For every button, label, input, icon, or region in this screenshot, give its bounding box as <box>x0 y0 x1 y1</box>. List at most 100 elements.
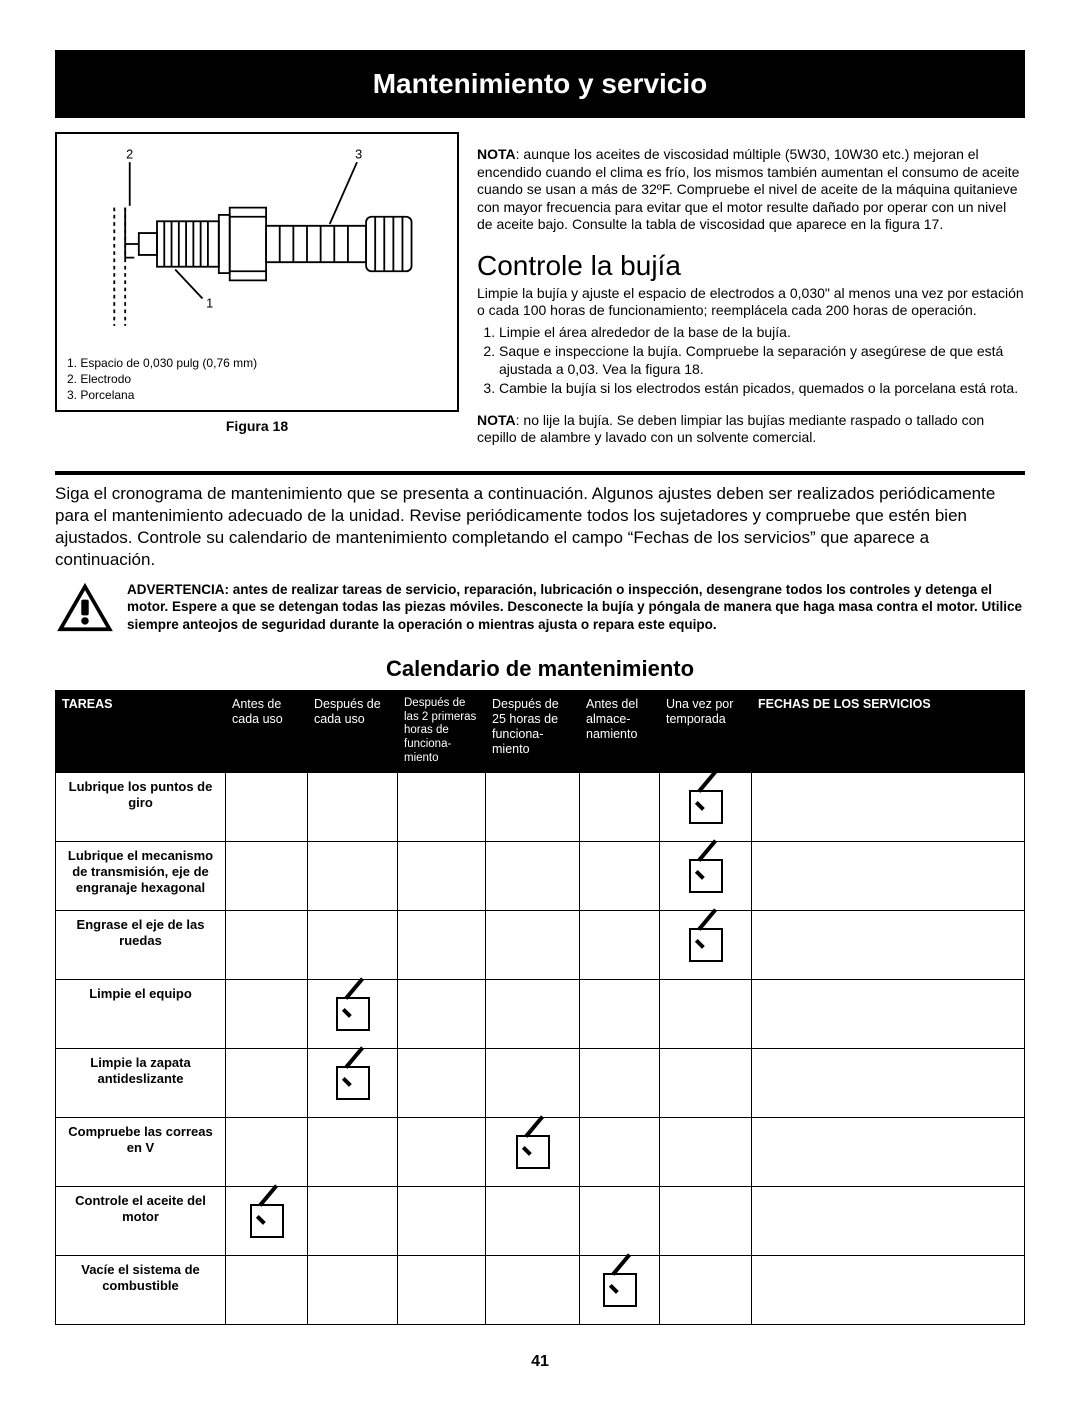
step-2: Saque e inspeccione la bujía. Compruebe … <box>499 343 1025 378</box>
task-cell: Engrase el eje de las ruedas <box>56 910 226 979</box>
check-cell <box>226 1048 308 1117</box>
check-cell <box>486 772 580 841</box>
check-cell <box>660 1048 752 1117</box>
check-cell <box>486 1255 580 1324</box>
table-row: Lubrique el mecanismo de transmisión, ej… <box>56 841 1025 910</box>
check-cell <box>226 1255 308 1324</box>
checkmark-icon <box>336 1066 370 1100</box>
hdr-c7: FECHAS DE LOS SERVICIOS <box>752 690 1025 772</box>
task-cell: Limpie el equipo <box>56 979 226 1048</box>
step-1: Limpie el área alrededor de la base de l… <box>499 324 1025 342</box>
check-cell <box>308 979 398 1048</box>
hdr-c1: Antes de cada uso <box>226 690 308 772</box>
check-cell <box>660 1186 752 1255</box>
task-cell: Compruebe las correas en V <box>56 1117 226 1186</box>
check-cell <box>486 1048 580 1117</box>
check-cell <box>398 910 486 979</box>
check-cell <box>486 979 580 1048</box>
spark-plug-diagram: 2 3 1 <box>67 144 447 344</box>
check-cell <box>226 1186 308 1255</box>
table-row: Compruebe las correas en V <box>56 1117 1025 1186</box>
check-cell <box>486 1117 580 1186</box>
note-1: NOTA: aunque los aceites de viscosidad m… <box>477 146 1025 234</box>
check-cell <box>308 772 398 841</box>
fig-label-3: 3 <box>355 147 362 162</box>
checkmark-icon <box>336 997 370 1031</box>
check-cell <box>580 979 660 1048</box>
check-cell <box>660 1255 752 1324</box>
check-cell <box>226 841 308 910</box>
check-cell <box>398 772 486 841</box>
check-cell <box>580 1117 660 1186</box>
warning-icon <box>55 581 115 638</box>
check-cell <box>752 841 1025 910</box>
checkmark-icon <box>516 1135 550 1169</box>
checkmark-icon <box>250 1204 284 1238</box>
check-cell <box>226 910 308 979</box>
check-cell <box>580 1048 660 1117</box>
check-cell <box>752 1048 1025 1117</box>
check-cell <box>752 1186 1025 1255</box>
figure-caption: Figura 18 <box>55 418 459 434</box>
check-cell <box>398 1048 486 1117</box>
check-cell <box>660 910 752 979</box>
hdr-c6: Una vez por temporada <box>660 690 752 772</box>
legend-2: 2. Electrodo <box>67 371 447 387</box>
check-cell <box>752 1255 1025 1324</box>
table-row: Controle el aceite del motor <box>56 1186 1025 1255</box>
check-cell <box>308 841 398 910</box>
legend-1: 1. Espacio de 0,030 pulg (0,76 mm) <box>67 355 447 371</box>
check-cell <box>580 1186 660 1255</box>
check-cell <box>308 910 398 979</box>
step-3: Cambie la bujía si los electrodos están … <box>499 380 1025 398</box>
check-cell <box>486 1186 580 1255</box>
legend-3: 3. Porcelana <box>67 387 447 403</box>
section-intro: Limpie la bujía y ajuste el espacio de e… <box>477 285 1025 320</box>
section-heading: Controle la bujía <box>477 248 1025 283</box>
check-cell <box>752 772 1025 841</box>
checkmark-icon <box>603 1273 637 1307</box>
maintenance-table: TAREAS Antes de cada uso Después de cada… <box>55 690 1025 1325</box>
checkmark-icon <box>689 790 723 824</box>
checkmark-icon <box>689 859 723 893</box>
check-cell <box>580 910 660 979</box>
divider <box>55 471 1025 475</box>
check-cell <box>308 1186 398 1255</box>
check-cell <box>660 841 752 910</box>
check-cell <box>398 841 486 910</box>
note-2-label: NOTA <box>477 412 516 428</box>
hdr-tareas: TAREAS <box>56 690 226 772</box>
table-row: Engrase el eje de las ruedas <box>56 910 1025 979</box>
check-cell <box>486 910 580 979</box>
check-cell <box>308 1255 398 1324</box>
hdr-c4: Después de 25 horas de funciona-miento <box>486 690 580 772</box>
note-2-text: : no lije la bujía. Se deben limpiar las… <box>477 412 984 446</box>
task-cell: Limpie la zapata antideslizante <box>56 1048 226 1117</box>
check-cell <box>308 1117 398 1186</box>
check-cell <box>486 841 580 910</box>
check-cell <box>226 1117 308 1186</box>
page-title: Mantenimiento y servicio <box>55 50 1025 118</box>
note-1-text: : aunque los aceites de viscosidad múlti… <box>477 146 1019 232</box>
check-cell <box>580 1255 660 1324</box>
task-cell: Vacíe el sistema de combustible <box>56 1255 226 1324</box>
check-cell <box>398 979 486 1048</box>
check-cell <box>660 1117 752 1186</box>
hdr-c5: Antes del almace-namiento <box>580 690 660 772</box>
checkmark-icon <box>689 928 723 962</box>
check-cell <box>398 1117 486 1186</box>
fig-label-1: 1 <box>206 296 213 311</box>
table-row: Vacíe el sistema de combustible <box>56 1255 1025 1324</box>
figure-box: 2 3 1 1. Espacio de 0,030 pulg (0,76 mm)… <box>55 132 459 412</box>
check-cell <box>308 1048 398 1117</box>
check-cell <box>752 1117 1025 1186</box>
task-cell: Lubrique los puntos de giro <box>56 772 226 841</box>
table-row: Limpie la zapata antideslizante <box>56 1048 1025 1117</box>
table-row: Lubrique los puntos de giro <box>56 772 1025 841</box>
check-cell <box>580 841 660 910</box>
check-cell <box>752 910 1025 979</box>
check-cell <box>660 979 752 1048</box>
check-cell <box>226 979 308 1048</box>
warning-text: ADVERTENCIA: antes de realizar tareas de… <box>127 581 1025 634</box>
task-cell: Controle el aceite del motor <box>56 1186 226 1255</box>
